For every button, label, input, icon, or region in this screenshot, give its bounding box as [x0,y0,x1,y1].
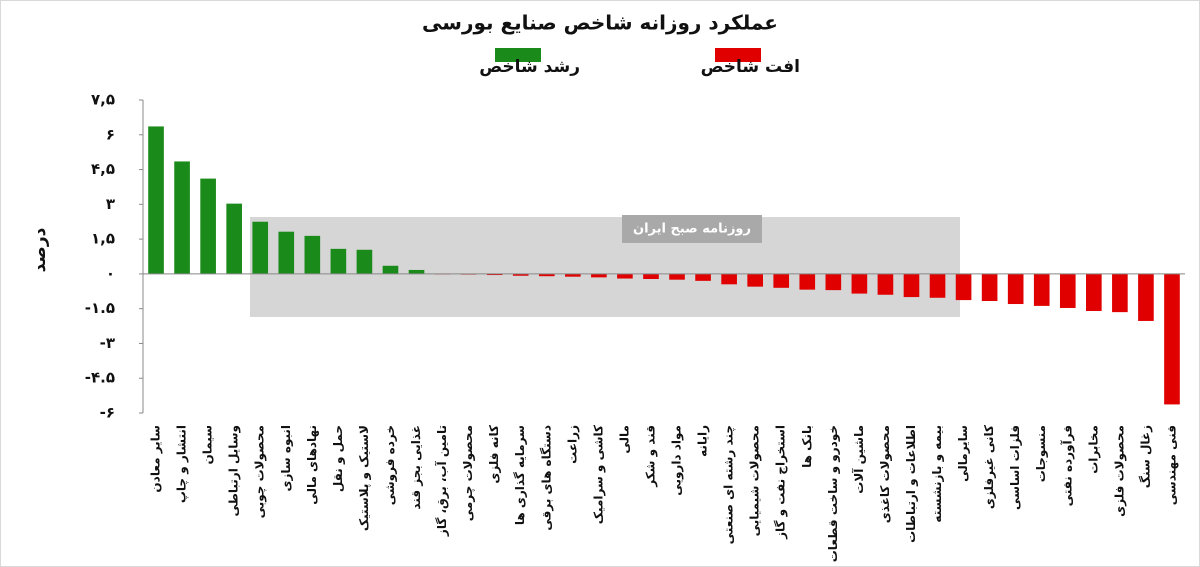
x-tick-label: منسوجات [1034,425,1049,482]
y-tick-label: -۱.۵ [85,299,115,317]
bar [538,273,555,277]
x-tick-label: کانه فلزی [487,425,501,484]
x-tick-label: مالی [617,425,631,454]
x-tick-label: لاستیک و پلاستیک [357,425,372,531]
bar [278,231,295,274]
bar [1007,273,1024,305]
x-tick-label: زراعت [565,425,579,464]
watermark-tag [622,215,762,243]
watermark: روزنامه صبح ایران [633,222,751,237]
bar [591,273,607,278]
x-tick-label: فلزات اساسی [1008,425,1022,510]
x-tick-label: محصولات چوبی [253,425,268,518]
bar [1059,273,1076,308]
y-tick-label: ۴,۵ [91,160,115,178]
bar [877,273,894,295]
x-tick-label: ماشین آلات [851,425,866,494]
x-tick-label: مواد دارویی [670,425,685,496]
x-tick-label: محصولات شیمیایی [748,425,763,536]
bar [148,126,164,274]
bar [1164,273,1180,405]
bar [1033,273,1050,306]
x-tick-label: خودرو و ساخت قطعات [826,425,841,562]
bar [408,269,425,274]
bar [955,273,972,301]
y-tick-label: ۶ [106,125,115,143]
x-tick-label: انتشار و چاپ [175,425,190,503]
y-axis-label: درصد [30,227,50,272]
x-tick-label: تامین آب، برق، گاز [434,425,449,537]
x-tick-label: زغال سنگ [1138,425,1152,488]
x-tick-label: رایانه [696,425,710,457]
bar [252,221,269,274]
x-tick-label: کاشی و سرامیک [591,425,606,524]
x-tick-label: کانی غیرفلزی [982,425,996,509]
bar [643,273,659,279]
y-tick-label: -۶ [100,404,115,422]
x-tick-label: سرمایه گذاری ها [513,425,527,525]
bar [565,273,581,277]
x-tick-label: فنی مهندسی [1164,425,1178,505]
bar [825,273,842,291]
bar [330,248,347,274]
bar [695,273,711,281]
bar [929,273,946,298]
y-tick-label: -۴.۵ [85,369,115,387]
x-tick-label: سیمان [201,425,215,465]
y-tick-label: ۱,۵ [91,230,115,248]
bar [174,161,190,274]
x-tick-label: سایر معادن [149,425,163,493]
x-tick-label: غذایی بجز قند [409,425,423,510]
x-tick-label: قند و شکر [643,425,658,488]
legend-label: افت شاخص [701,57,800,77]
bar [903,273,920,298]
bar [799,273,816,290]
x-tick-label: حمل و نقل [331,425,346,492]
bar [1086,273,1102,311]
x-tick-label: محصولات فلزی [1112,425,1127,517]
x-tick-label: اطلاعات و ارتباطات [904,425,919,543]
x-tick-label: وسایل ارتباطی [227,425,242,517]
bar [773,273,790,288]
bar [486,273,503,276]
bar [617,273,633,279]
bar [1112,273,1128,313]
bar [356,249,373,274]
bar [747,273,763,287]
y-tick-label: ۰ [106,264,115,282]
x-tick-label: مخابرات [1086,425,1100,474]
y-tick-label: -۳ [100,334,115,352]
legend-swatch [715,48,761,62]
bar [851,273,868,294]
bar [382,265,399,274]
bar [721,273,737,285]
x-tick-label: انبوه سازی [279,425,294,492]
x-tick-label: دستگاه های برقی [539,425,553,531]
legend-label: رشد شاخص [479,57,580,77]
x-tick-label: محصولات کاغذی [878,425,893,523]
y-tick-label: ۷,۵ [91,91,115,109]
bar [226,203,242,274]
x-tick-label: بیمه و بازنشسته [930,425,945,523]
chart-title: عملکرد روزانه شاخص صنایع بورسی [422,11,778,35]
x-tick-label: محصولات چرمی [461,425,476,521]
watermark-box [250,217,960,317]
bar [981,273,998,302]
x-tick-label: بانک ها [800,425,814,468]
bar [512,273,529,276]
x-tick-label: نهادهای مالی [305,425,319,505]
x-tick-label: فرآورده نفتی [1059,425,1075,506]
x-tick-label: سایرمالی [956,425,970,482]
bar [669,273,685,280]
bar [1138,273,1154,321]
bar [304,235,321,274]
legend-swatch [495,48,541,62]
y-tick-label: ۳ [106,195,115,213]
x-tick-label: خرده فروشی [383,425,398,505]
bar [200,178,216,274]
x-tick-label: استخراج نفت و گاز [774,425,789,540]
x-tick-label: چند رشته ای صنعتی [722,425,736,544]
